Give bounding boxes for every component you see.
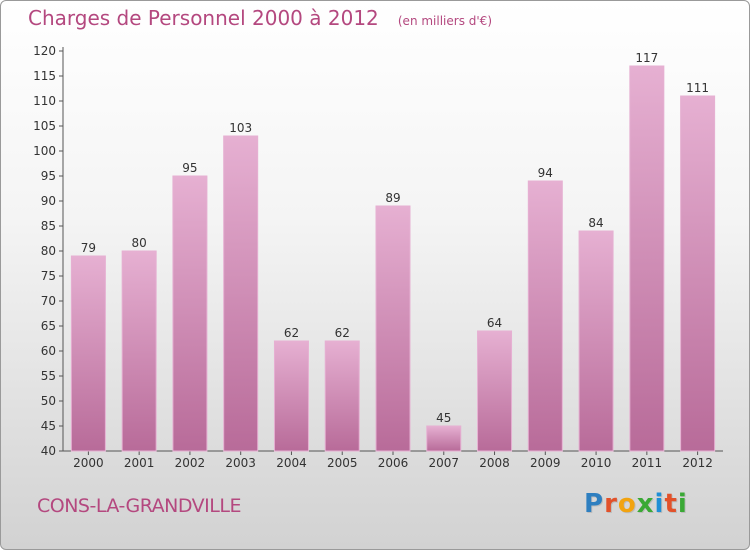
x-tick-label: 2000 (73, 456, 104, 470)
y-tick-label: 120 (33, 44, 56, 58)
bar (223, 135, 259, 452)
x-tick-label: 2009 (530, 456, 561, 470)
brand-letter: x (636, 489, 655, 519)
y-tick-label: 45 (41, 419, 56, 433)
y-tick-label: 100 (33, 144, 56, 158)
x-tick-label: 2008 (479, 456, 510, 470)
x-tick-label: 2007 (428, 456, 459, 470)
y-tick-label: 50 (41, 394, 56, 408)
y-tick-label: 60 (41, 344, 56, 358)
data-label: 111 (686, 81, 709, 95)
y-tick-label: 110 (33, 94, 56, 108)
y-tick-label: 80 (41, 244, 56, 258)
data-label: 103 (229, 121, 252, 135)
y-tick-label: 70 (41, 294, 56, 308)
footer-city: CONS-LA-GRANDVILLE (37, 495, 241, 517)
x-tick-label: 2010 (581, 456, 612, 470)
brand-letter: i (677, 489, 688, 519)
x-tick-label: 2001 (124, 456, 155, 470)
y-tick-label: 85 (41, 219, 56, 233)
y-tick-label: 90 (41, 194, 56, 208)
chart-title: Charges de Personnel 2000 à 2012 (28, 6, 379, 30)
x-tick-label: 2003 (225, 456, 256, 470)
axes: 40 45 50 55 60 65 70 75 80 85 90 95 100 105 110 115 120 (33, 44, 723, 458)
brand-letter: o (617, 489, 637, 519)
x-tick-label: 2012 (682, 456, 713, 470)
bar (578, 230, 614, 452)
x-tick-label: 2004 (276, 456, 307, 470)
data-label: 89 (385, 191, 400, 205)
brand-letter: P (584, 489, 605, 519)
x-tick-label: 2006 (378, 456, 409, 470)
x-tick-label: 2002 (175, 456, 206, 470)
y-tick-label: 105 (33, 119, 56, 133)
x-tick-label: 2011 (632, 456, 663, 470)
data-label: 95 (182, 161, 197, 175)
chart-subtitle: (en milliers d'€) (397, 14, 492, 28)
brand-letter: r (604, 489, 618, 519)
y-tick-label: 75 (41, 269, 56, 283)
bar (121, 250, 157, 452)
bar (172, 175, 208, 452)
data-label: 80 (132, 236, 147, 250)
y-tick-label: 55 (41, 369, 56, 383)
data-label: 64 (487, 316, 502, 330)
brand-letter: i (654, 489, 665, 519)
data-label: 79 (81, 241, 96, 255)
bar (324, 340, 360, 452)
data-label: 94 (538, 166, 553, 180)
bar (375, 205, 411, 452)
data-label: 62 (284, 326, 299, 340)
bar (680, 95, 716, 452)
y-tick-label: 115 (33, 69, 56, 83)
title-row: Charges de Personnel 2000 à 2012 (en mil… (28, 6, 492, 30)
brand-logo: Proxiti (584, 489, 688, 519)
bar (477, 330, 513, 452)
data-label: 117 (635, 51, 658, 65)
data-label: 84 (588, 216, 603, 230)
y-tick-label: 40 (41, 444, 56, 458)
data-label: 45 (436, 411, 451, 425)
x-tick-label: 2005 (327, 456, 358, 470)
bars (70, 65, 716, 452)
bar (70, 255, 106, 452)
y-tick-label: 95 (41, 169, 56, 183)
bar (426, 425, 462, 452)
y-tick-label: 65 (41, 319, 56, 333)
bar (527, 180, 563, 452)
data-label: 62 (335, 326, 350, 340)
bar (629, 65, 665, 452)
labels: 2000 79 2001 80 2002 95 2003 103 2004 62 2005 62 200… (73, 51, 713, 470)
bar (273, 340, 309, 452)
brand-letter: t (664, 489, 678, 519)
